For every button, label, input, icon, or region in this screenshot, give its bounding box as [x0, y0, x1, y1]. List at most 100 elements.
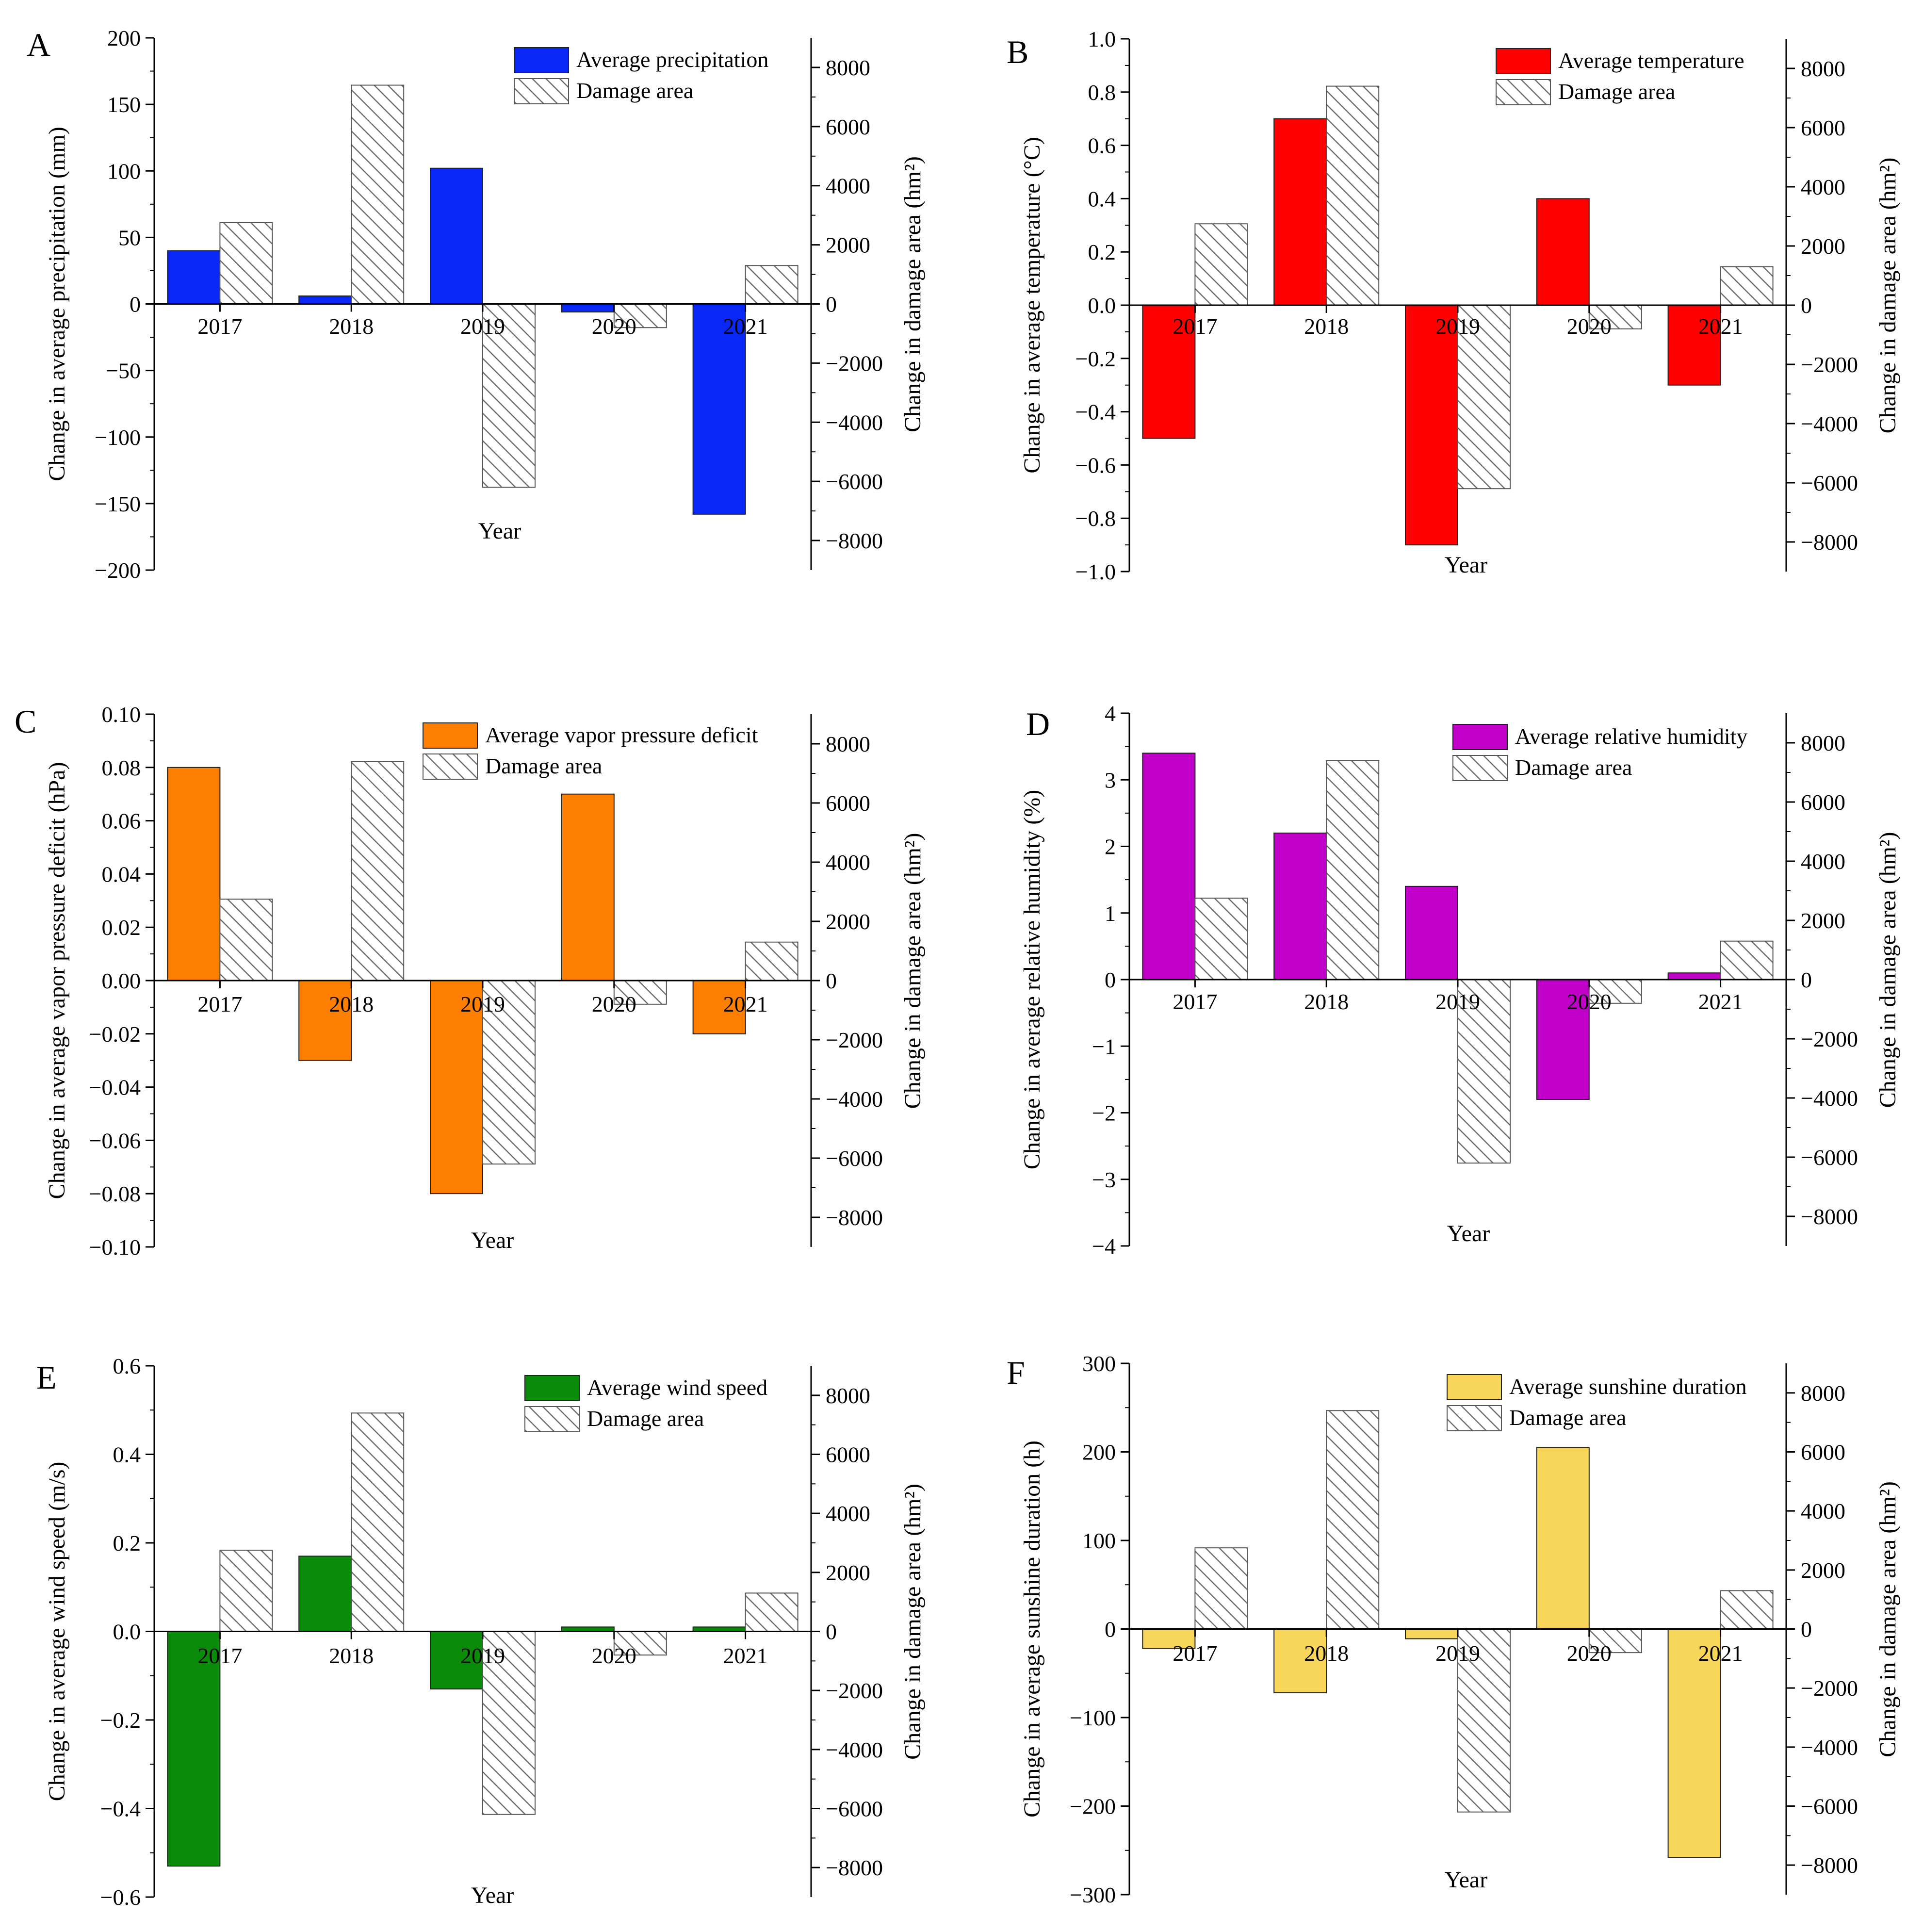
x-tick-label-2017: 2017 [1173, 989, 1217, 1014]
bar-average-vapor-pressure-deficit-2020 [561, 793, 615, 981]
legend: Average vapor pressure deficit Damage are… [423, 722, 758, 780]
right-tick-label: −4000 [826, 1087, 883, 1112]
right-tick-label: −4000 [1801, 411, 1858, 436]
legend: Average temperature Damage area [1496, 48, 1744, 105]
bar-average-sunshine-duration-2018 [1273, 1628, 1327, 1693]
x-axis-label: Year [478, 518, 521, 544]
x-tick-label-2019: 2019 [1435, 1641, 1480, 1666]
right-tick-label: 4000 [826, 174, 870, 198]
legend-label-damage: Damage area [576, 78, 693, 103]
legend-label-primary: Average precipitation [576, 47, 768, 72]
right-tick-label: 0 [826, 968, 837, 993]
bar-damage-area-2019 [482, 303, 536, 488]
panel-c: −0.10 −0.08 −0.06 −0.04 −0.02 0.00 0.02 0.04 0.0… [15, 702, 926, 1260]
legend-swatch-solid [1496, 48, 1551, 74]
left-tick-label: −0.02 [89, 1022, 141, 1047]
left-tick-label: −0.06 [89, 1128, 141, 1153]
left-tick-label: 150 [107, 92, 141, 117]
bar-damage-area-2018 [351, 761, 405, 981]
legend: Average precipitation Damage area [514, 47, 768, 104]
left-tick-label: 3 [1105, 768, 1116, 792]
x-tick-label-2021: 2021 [1698, 989, 1743, 1014]
right-tick-label: −8000 [826, 528, 883, 553]
left-tick-label: −200 [1070, 1794, 1116, 1819]
bar-average-relative-humidity-2020 [1536, 979, 1590, 1100]
bar-average-vapor-pressure-deficit-2017 [167, 767, 221, 982]
left-tick-label: 0.00 [102, 968, 141, 993]
right-tick-label: 2000 [1801, 908, 1845, 933]
left-axis-label: Change in average sunshine duration (h) [1019, 1441, 1045, 1817]
bar-average-precipitation-2019 [430, 167, 483, 305]
x-tick-label-2019: 2019 [460, 314, 505, 339]
legend-swatch-hatched [423, 753, 478, 780]
x-tick-label-2021: 2021 [723, 314, 768, 339]
x-tick-label-2018: 2018 [329, 992, 374, 1016]
left-axis-label: Change in average wind speed (m/s) [44, 1462, 70, 1801]
bar-damage-area-2021 [745, 265, 799, 305]
left-tick-label: 0.06 [102, 809, 141, 834]
right-tick-label: 8000 [826, 55, 870, 80]
right-tick-label: 2000 [826, 909, 870, 934]
left-tick-label: 0.2 [113, 1531, 141, 1555]
bar-damage-area-2020 [613, 980, 667, 1005]
x-tick-label-2017: 2017 [197, 314, 242, 339]
panel-letter: A [27, 26, 50, 63]
x-tick-label-2018: 2018 [329, 1643, 374, 1668]
right-tick-label: 6000 [826, 115, 870, 139]
right-tick-label: −8000 [1801, 1204, 1858, 1229]
right-tick-label: −2000 [826, 351, 883, 376]
legend: Average wind speed Damage area [524, 1375, 767, 1432]
right-tick-label: 2000 [826, 233, 870, 258]
right-tick-label: 4000 [826, 1501, 870, 1526]
legend-swatch-hatched [1496, 79, 1551, 105]
x-tick-label-2021: 2021 [723, 1643, 768, 1668]
bar-damage-area-2021 [1720, 1590, 1774, 1630]
right-tick-label: −6000 [826, 1797, 883, 1821]
x-tick-label-2020: 2020 [592, 992, 636, 1016]
right-tick-label: 8000 [826, 732, 870, 756]
bar-damage-area-2020 [1588, 1628, 1642, 1654]
right-tick-label: −6000 [1801, 471, 1858, 495]
legend-swatch-solid [524, 1375, 580, 1401]
x-tick-label-2021: 2021 [1698, 1641, 1743, 1666]
left-tick-label: 2 [1105, 835, 1116, 859]
left-tick-label: 100 [1082, 1528, 1116, 1553]
bar-damage-area-2018 [1326, 760, 1380, 980]
legend-label-damage: Damage area [587, 1406, 704, 1431]
bar-damage-area-2017 [219, 899, 273, 981]
x-axis-label: Year [1447, 1221, 1490, 1246]
left-tick-label: −1 [1092, 1034, 1116, 1059]
left-tick-label: 50 [118, 225, 141, 250]
x-tick-label-2019: 2019 [1435, 989, 1480, 1014]
bar-damage-area-2021 [745, 941, 799, 981]
right-axis-label: Change in damage area (hm²) [1875, 158, 1901, 434]
panel-letter: B [1007, 33, 1028, 70]
x-tick-label-2018: 2018 [1304, 314, 1349, 339]
bar-damage-area-2021 [1720, 940, 1774, 980]
right-axis-label: Change in damage area (hm²) [900, 1484, 926, 1760]
legend-label-primary: Average sunshine duration [1509, 1374, 1747, 1399]
right-tick-label: −8000 [1801, 1853, 1858, 1878]
left-tick-label: 0.6 [113, 1354, 141, 1378]
bar-damage-area-2017 [1194, 223, 1248, 306]
left-tick-label: −50 [106, 359, 141, 383]
right-tick-label: 6000 [1801, 790, 1845, 815]
right-tick-label: −2000 [826, 1678, 883, 1703]
bar-average-sunshine-duration-2020 [1536, 1447, 1590, 1630]
bar-damage-area-2019 [1457, 305, 1511, 490]
legend-swatch-solid [1447, 1374, 1502, 1400]
bar-average-wind-speed-2018 [298, 1555, 352, 1632]
x-tick-label-2018: 2018 [1304, 1641, 1349, 1666]
left-tick-label: 0 [1105, 1617, 1116, 1642]
bar-damage-area-2018 [1326, 85, 1380, 306]
legend-label-primary: Average vapor pressure deficit [485, 722, 758, 747]
x-tick-label-2020: 2020 [1567, 1641, 1612, 1666]
left-tick-label: 0.0 [113, 1620, 141, 1644]
legend-label-damage: Damage area [1515, 755, 1632, 780]
right-tick-label: 8000 [1801, 1381, 1845, 1406]
left-tick-label: 0.4 [1088, 186, 1116, 211]
right-tick-label: −2000 [1801, 352, 1858, 377]
left-tick-label: −300 [1070, 1883, 1116, 1907]
x-tick-label-2020: 2020 [1567, 314, 1612, 339]
